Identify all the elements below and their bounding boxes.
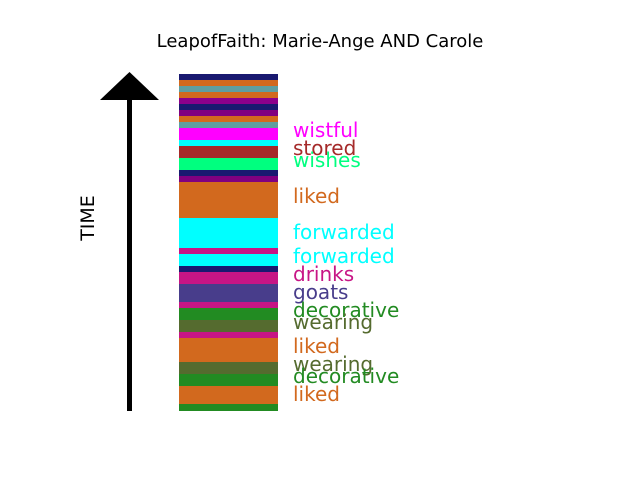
event-label: liked — [293, 382, 340, 406]
timeline-band — [179, 116, 278, 123]
event-label: liked — [293, 334, 340, 358]
event-label: decorative — [293, 298, 400, 322]
timeline-band — [179, 86, 278, 93]
timeline-band — [179, 374, 278, 387]
timeline-stack — [179, 74, 278, 411]
timeline-band — [179, 404, 278, 411]
timeline-band — [179, 98, 278, 105]
timeline-band — [179, 182, 278, 219]
event-label: wearing — [293, 352, 374, 376]
timeline-band — [179, 176, 278, 183]
timeline-band — [179, 308, 278, 321]
timeline-band — [179, 320, 278, 333]
timeline-band — [179, 74, 278, 81]
timeline-band — [179, 110, 278, 117]
timeline-band — [179, 362, 278, 375]
timeline-band — [179, 338, 278, 363]
event-label: wishes — [293, 148, 361, 172]
timeline-band — [179, 92, 278, 99]
event-label: liked — [293, 184, 340, 208]
event-label: goats — [293, 280, 349, 304]
timeline-band — [179, 128, 278, 141]
time-arrow-head — [100, 72, 159, 100]
timeline-band — [179, 146, 278, 159]
timeline-band — [179, 140, 278, 147]
timeline-band — [179, 122, 278, 129]
timeline-band — [179, 248, 278, 255]
event-label: wistful — [293, 118, 359, 142]
timeline-band — [179, 284, 278, 303]
timeline-band — [179, 272, 278, 285]
timeline-band — [179, 386, 278, 405]
event-label: stored — [293, 136, 357, 160]
event-label: forwarded — [293, 244, 395, 268]
timeline-band — [179, 158, 278, 171]
event-label: drinks — [293, 262, 355, 286]
event-label: wearing — [293, 310, 374, 334]
timeline-band — [179, 302, 278, 309]
timeline-band — [179, 332, 278, 339]
time-axis-label: TIME — [77, 195, 99, 241]
timeline-band — [179, 104, 278, 111]
event-label: decorative — [293, 364, 400, 388]
timeline-band — [179, 218, 278, 249]
timeline-band — [179, 80, 278, 87]
timeline-band — [179, 254, 278, 267]
timeline-band — [179, 266, 278, 273]
chart-title: LeapofFaith: Marie-Ange AND Carole — [156, 31, 484, 52]
event-label: forwarded — [293, 220, 395, 244]
timeline-band — [179, 170, 278, 177]
